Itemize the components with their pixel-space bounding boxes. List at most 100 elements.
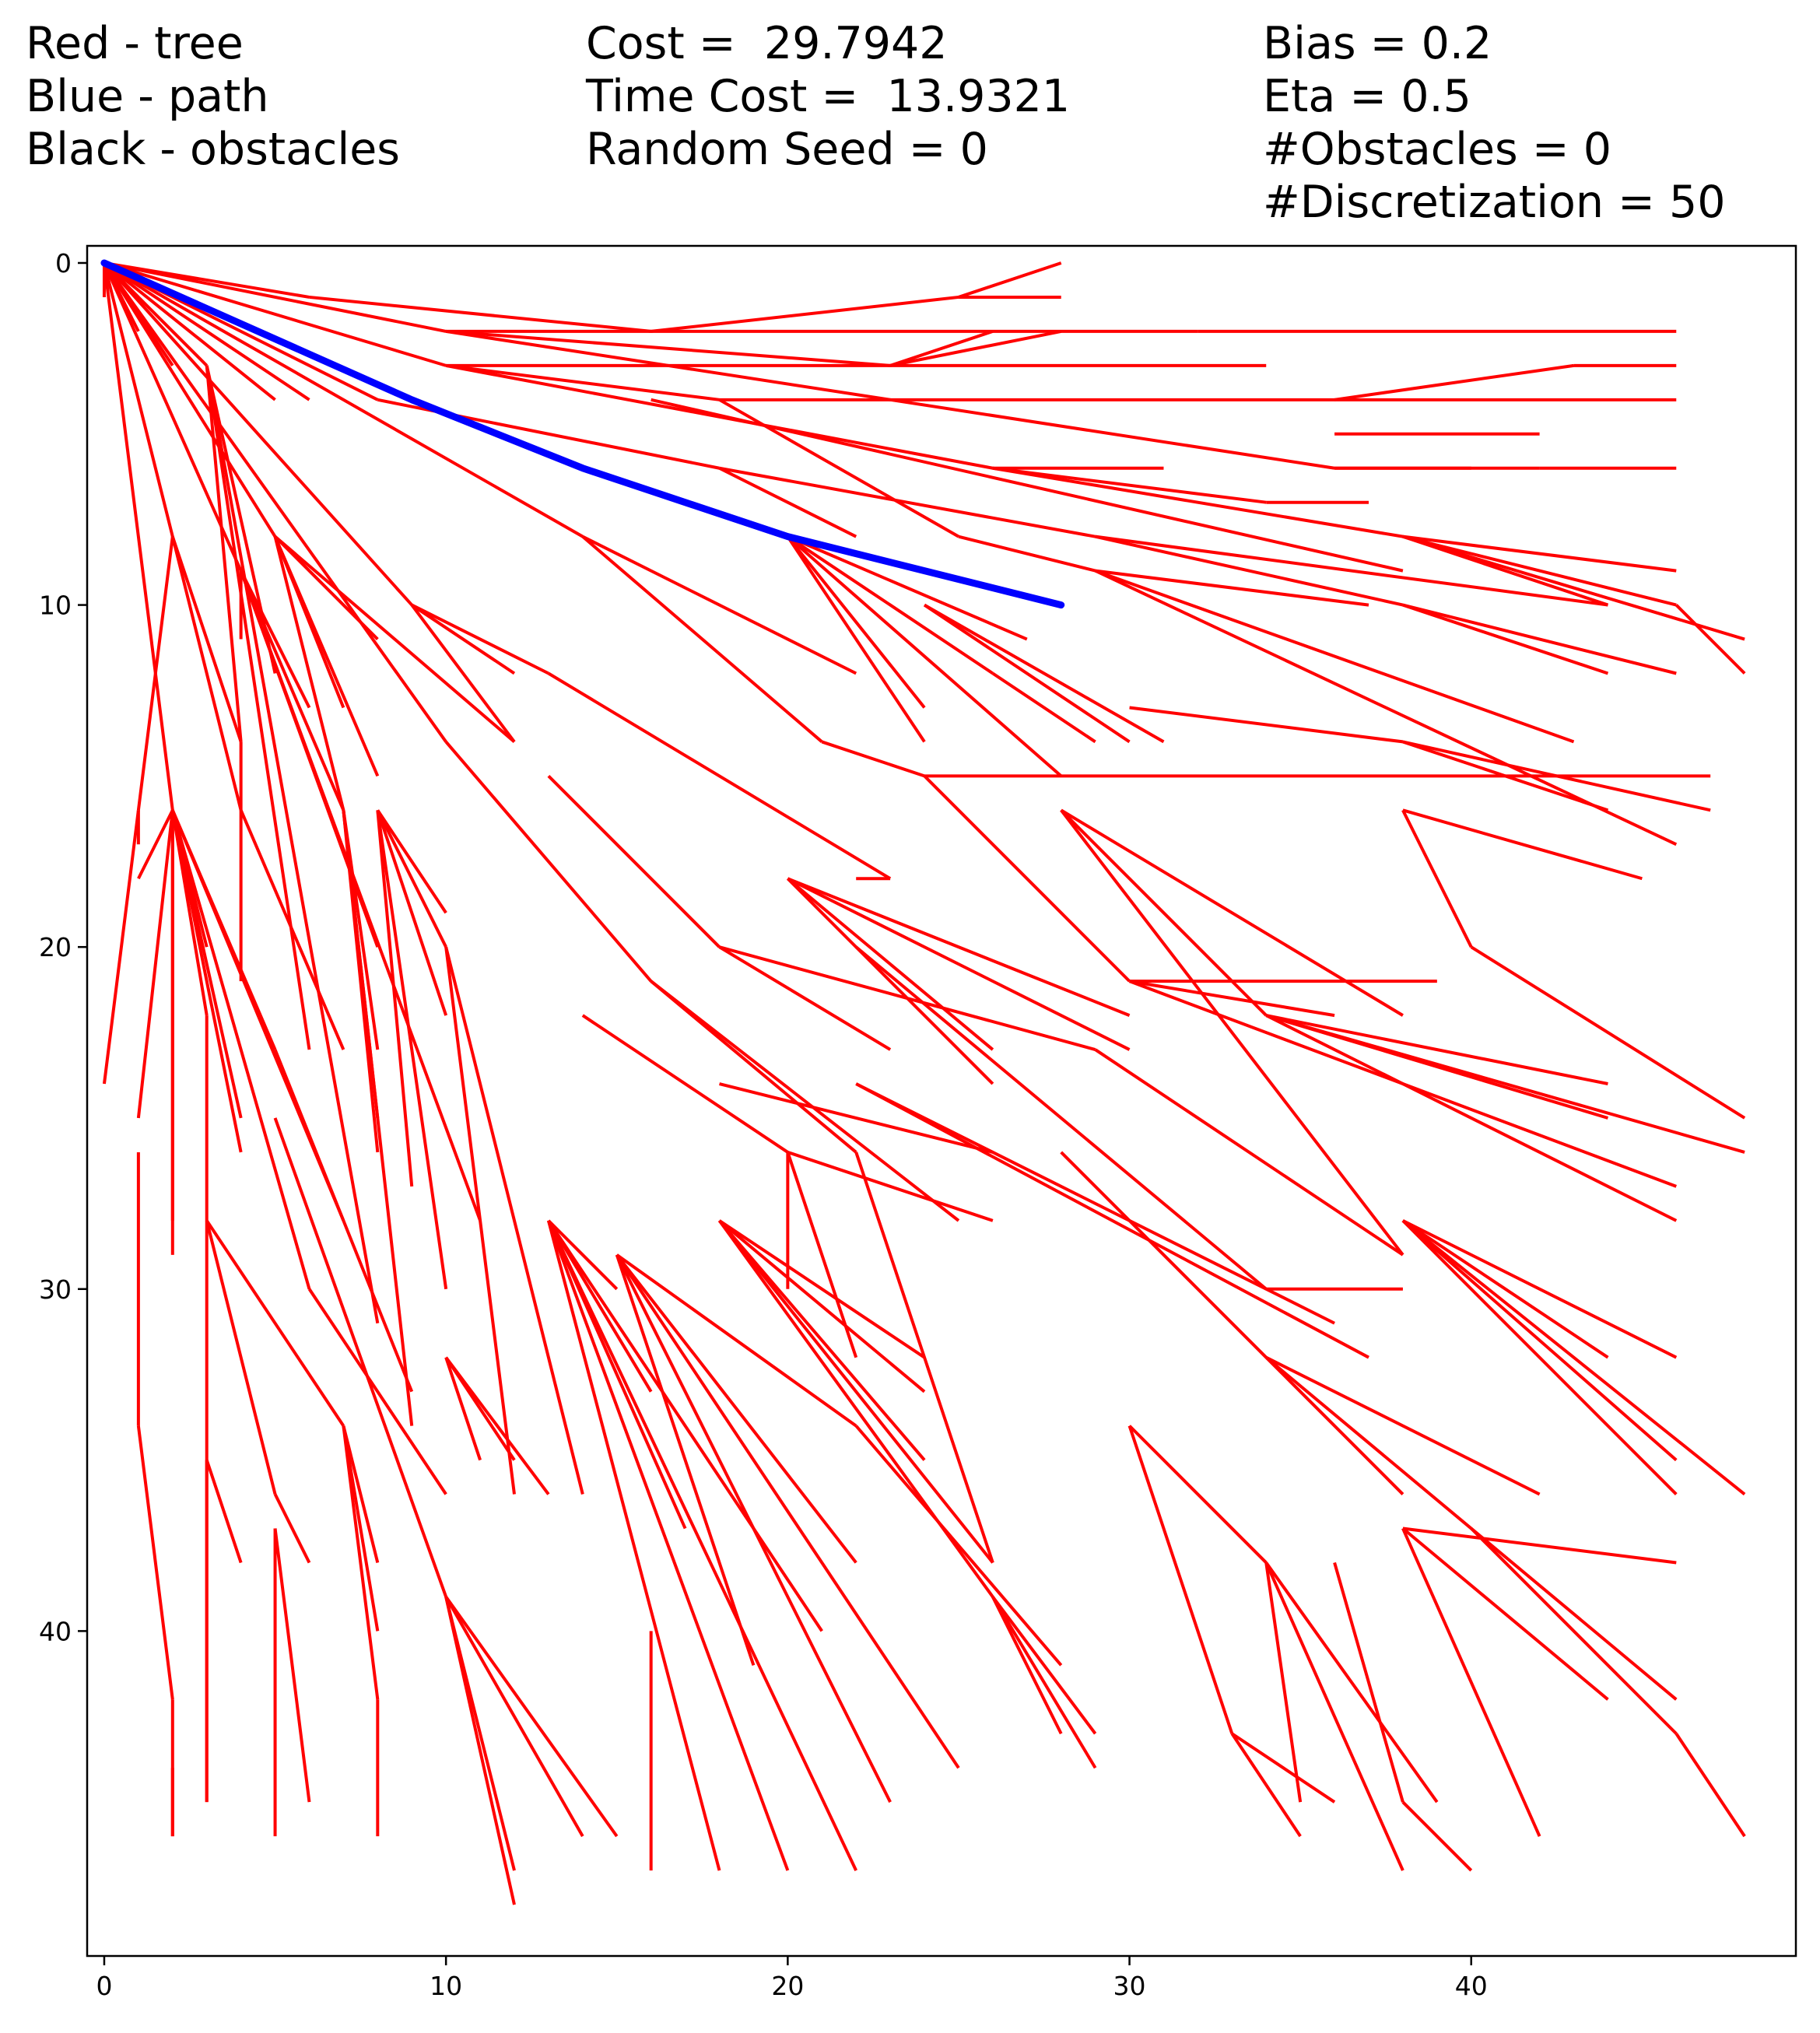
tree-edge <box>1401 1800 1473 1872</box>
tree-edge <box>445 329 1335 470</box>
tree-edge <box>1402 740 1711 812</box>
tree-edge <box>1402 808 1643 881</box>
tree-edge <box>1334 363 1574 401</box>
tree-edge <box>855 1082 1335 1325</box>
tree-edge <box>581 535 823 743</box>
tree-edge <box>444 1596 584 1838</box>
tree-edge <box>889 329 1062 367</box>
legend-tree: Red - tree <box>26 18 244 69</box>
tree-edge <box>103 261 413 606</box>
obstacles-count-text: #Obstacles = 0 <box>1263 124 1611 175</box>
tree-edge <box>923 603 1131 744</box>
tree-edge <box>239 809 345 1050</box>
tree-edge <box>991 671 1096 744</box>
tree-edge <box>787 1151 994 1222</box>
tree-edge <box>342 810 414 1426</box>
tree-edge <box>615 1253 857 1428</box>
tree-edge <box>718 466 857 538</box>
tree-edge <box>1094 1048 1404 1257</box>
tree-edge <box>103 261 447 367</box>
tree-edge <box>205 365 243 742</box>
tree-edge <box>1264 1562 1404 1871</box>
tree-edge <box>205 365 380 1324</box>
tree-edge <box>855 1082 1369 1359</box>
tree-edge <box>1401 1527 1541 1837</box>
tree-edge <box>1060 808 1404 1017</box>
tree-edge <box>273 535 345 709</box>
tree-edge <box>991 1596 1063 1735</box>
tree-edge <box>718 1219 926 1393</box>
tree-edge <box>273 536 345 811</box>
tree-edge <box>717 1219 994 1564</box>
tree-edge <box>1470 1527 1678 1735</box>
tree-edge <box>342 1425 380 1563</box>
tree-edge <box>273 1528 311 1803</box>
tree-edge <box>170 536 243 811</box>
tree-edge <box>547 1219 619 1291</box>
tree-edge <box>821 740 925 778</box>
tree-edge <box>958 261 1062 299</box>
tree-edge <box>547 1219 653 1393</box>
discretization-text: #Discretization = 50 <box>1263 177 1726 228</box>
tree-edge <box>1402 1527 1677 1565</box>
tree-edge <box>444 1596 516 1905</box>
tree-edge <box>1265 1355 1541 1496</box>
tree-edge <box>1128 1425 1268 1564</box>
tree-edge <box>444 1356 550 1495</box>
tree-edge <box>103 261 447 743</box>
tree-edge <box>1095 569 1369 607</box>
tree-edge <box>342 1425 380 1700</box>
tree-edge <box>444 946 584 1495</box>
tree-edge <box>239 570 380 948</box>
tree-edge <box>992 466 1267 504</box>
tree-edge <box>1402 603 1609 675</box>
tree-edge <box>786 877 994 1085</box>
tree-edge <box>718 1219 926 1359</box>
tree-edge <box>1094 569 1678 846</box>
tree-edge <box>1470 945 1746 1120</box>
tree-edge <box>411 603 549 675</box>
tree-edge <box>1265 1014 1745 1154</box>
tree-edge <box>376 810 448 1290</box>
tree-edge <box>958 535 1096 573</box>
path-line <box>100 259 1065 609</box>
tree-edge <box>651 398 1404 573</box>
tree-edge <box>787 877 994 1051</box>
tree-edge <box>650 980 960 1222</box>
random-seed-text: Random Seed = 0 <box>586 124 988 175</box>
tree-edge <box>1264 1562 1439 1803</box>
tree-edge <box>376 809 447 948</box>
tree-edge <box>889 330 994 367</box>
tree-edge <box>1060 1151 1268 1359</box>
tree-edge <box>719 466 1096 538</box>
tree-edge <box>787 877 1131 1051</box>
tree-edge <box>1060 809 1404 1257</box>
x-tick-label: 40 <box>1455 1971 1488 2001</box>
tree-edge <box>1230 1733 1302 1838</box>
tree-edge <box>718 398 959 538</box>
tree-edge <box>1095 535 1404 607</box>
tree-edge <box>103 262 174 538</box>
tree-edge <box>136 810 174 1119</box>
tree-edge <box>1402 603 1677 675</box>
tree-edge <box>1402 535 1677 573</box>
tree-edge <box>923 774 1131 983</box>
x-tick-label: 0 <box>96 1971 112 2001</box>
tree-edge <box>991 1596 1097 1769</box>
legend-obstacles: Black - obstacles <box>26 124 400 175</box>
y-tick-label: 0 <box>55 248 72 279</box>
tree-edge <box>102 262 174 811</box>
tree-edge <box>787 535 1028 641</box>
tree-edge <box>273 1117 448 1598</box>
tree-edge <box>1401 1527 1609 1701</box>
plot-frame <box>86 244 1797 1958</box>
tree-edge <box>1060 808 1268 1017</box>
tree-edge <box>787 535 994 675</box>
tree-edge <box>205 365 311 1050</box>
tree-edge <box>547 1219 823 1632</box>
tree-edge <box>787 877 1131 1017</box>
tree-edge <box>718 945 892 1051</box>
tree-edge <box>445 363 720 401</box>
tree-edge <box>1401 809 1473 948</box>
